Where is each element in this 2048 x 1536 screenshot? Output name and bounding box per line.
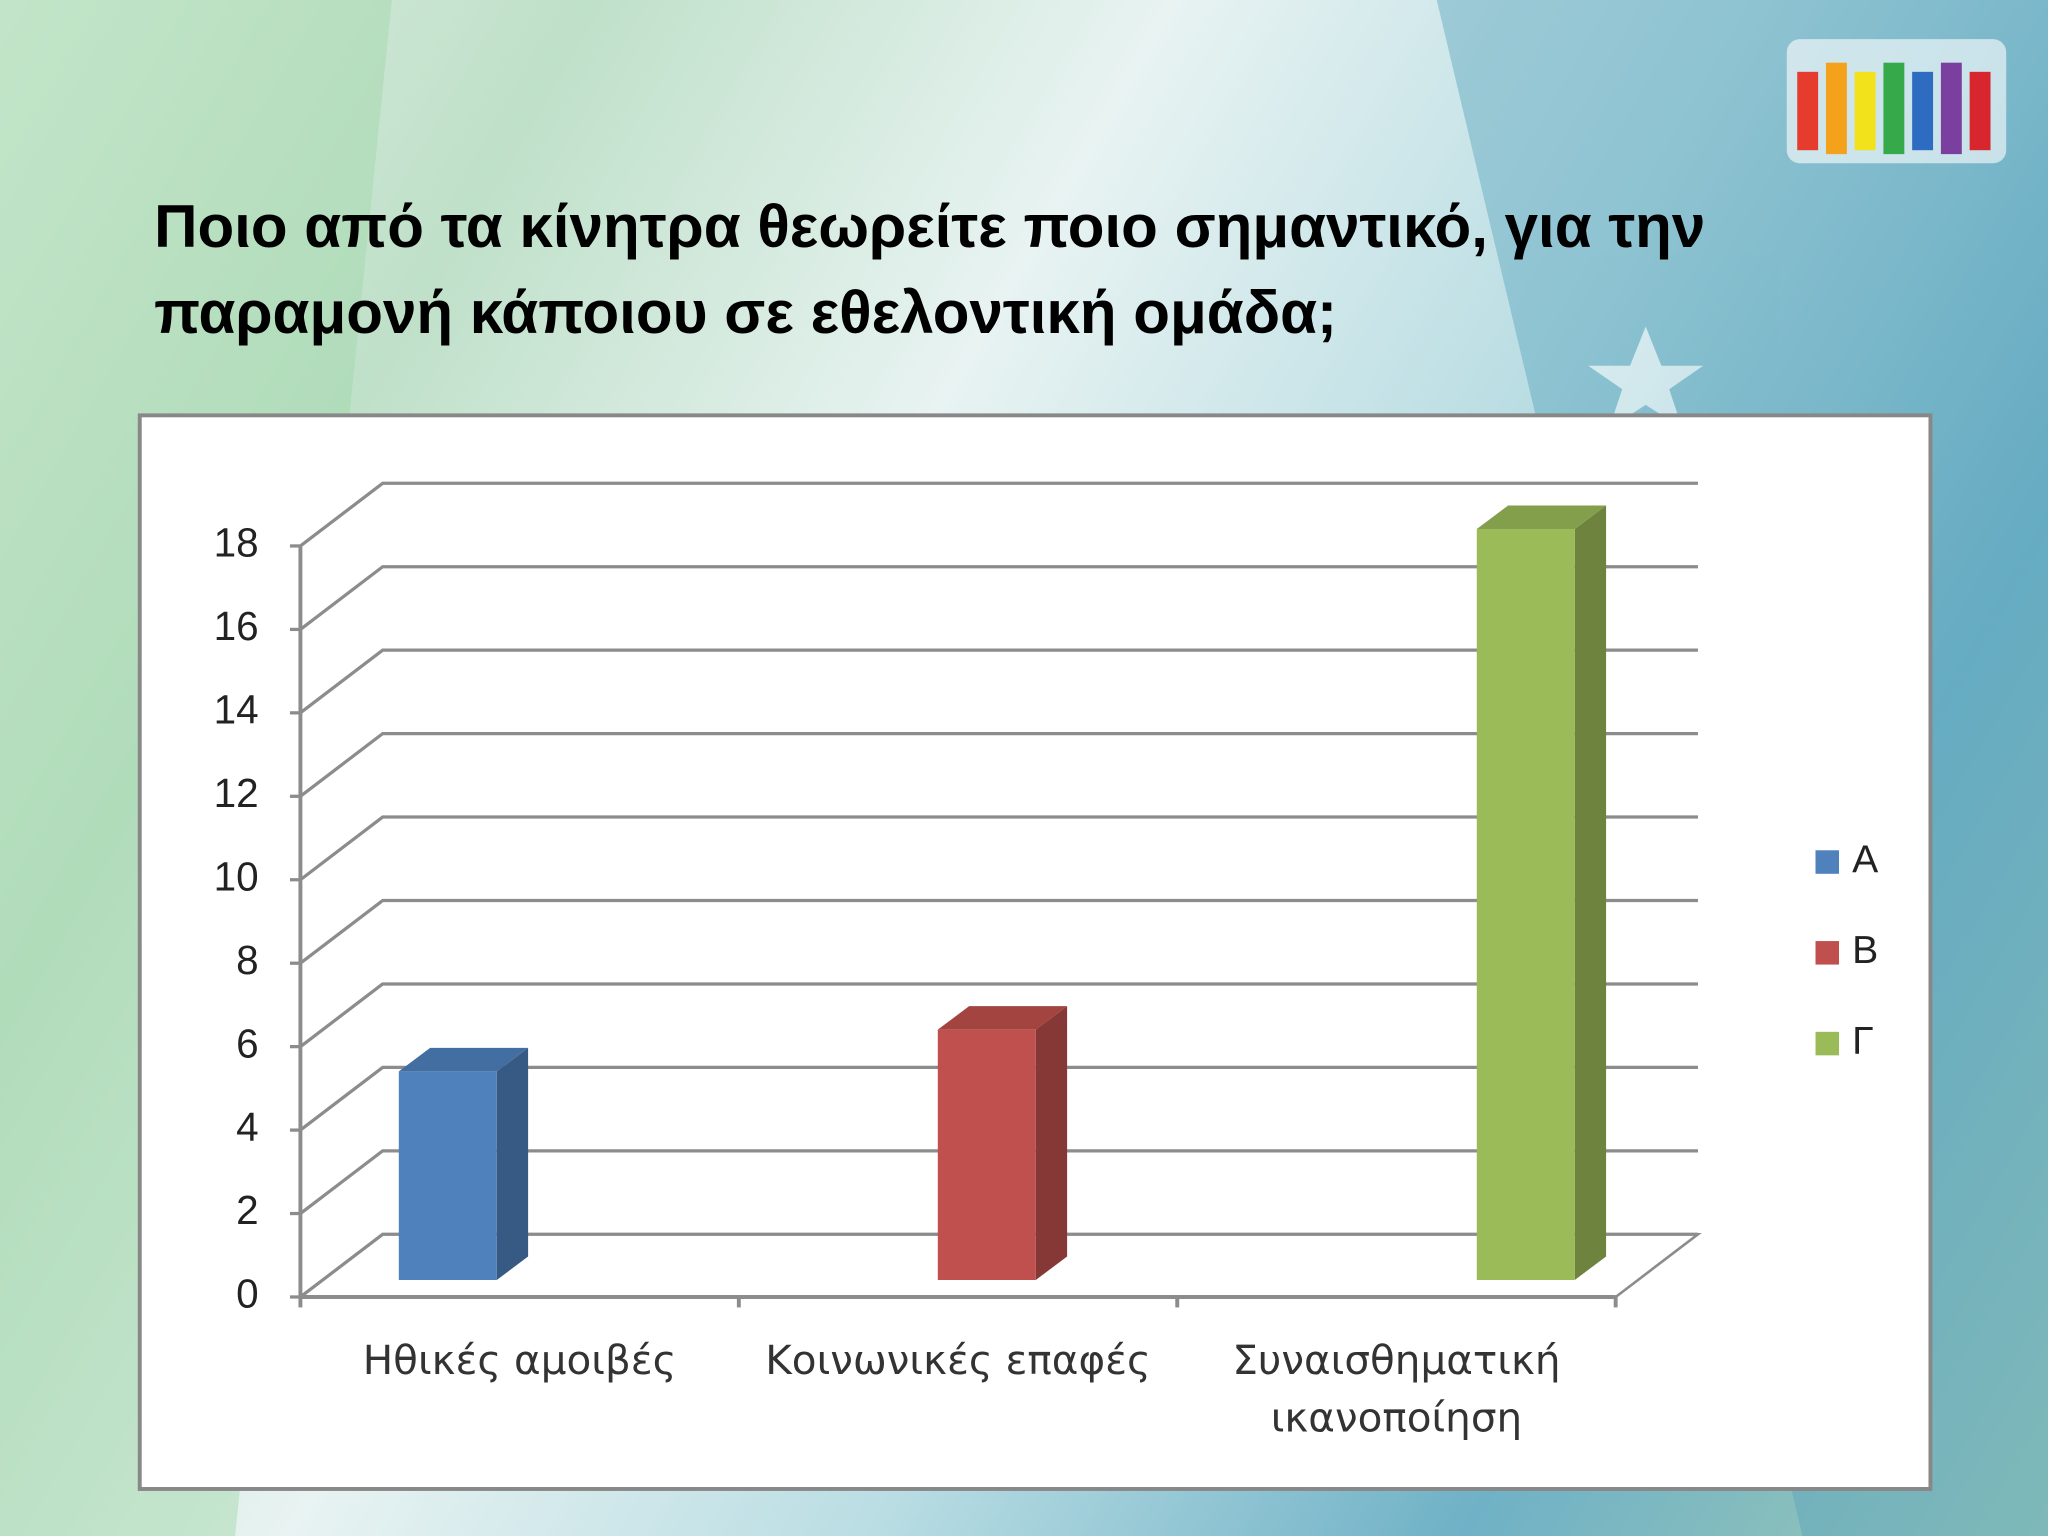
y-tick-label: 18 — [214, 520, 259, 566]
grid-line — [299, 731, 1698, 798]
slide-title: Ποιο από τα κίνητρα θεωρείτε ποιο σημαντ… — [154, 192, 1706, 347]
y-tick-label: 2 — [236, 1187, 259, 1233]
grid-line — [299, 648, 1698, 715]
bar-side — [1035, 1006, 1068, 1280]
bar — [937, 1006, 1068, 1280]
bar-front — [1476, 528, 1575, 1280]
legend-swatch — [1815, 850, 1840, 874]
grid-line — [299, 481, 1698, 548]
legend-label: Γ — [1852, 1020, 1874, 1063]
bar-top — [937, 1006, 1068, 1030]
bar-top — [398, 1047, 529, 1072]
grid-line — [299, 565, 1698, 631]
y-tick-label: 14 — [214, 687, 259, 733]
x-label-box: Ηθικές αμοιβές — [362, 1337, 677, 1385]
chart-frame — [137, 413, 1933, 1491]
y-tick-label: 8 — [236, 937, 259, 983]
title-box: Ποιο από τα κίνητρα θεωρείτε ποιο σημαντ… — [154, 192, 1706, 347]
bar — [398, 1047, 529, 1280]
y-tick-label: 16 — [214, 603, 259, 649]
plot: 0 2 4 6 8 10 12 14 16 18 Ηθικές αμοιβές Κοινωνικές … — [214, 481, 1879, 1442]
x-tick-label: Κοινωνικές επαφές — [765, 1337, 1151, 1385]
x-label-box: Συναισθηματική ικανοποίηση — [1232, 1337, 1561, 1442]
y-tick-label: 0 — [236, 1271, 259, 1317]
legend-label: Β — [1852, 929, 1878, 972]
y-tick-label: 4 — [236, 1104, 259, 1150]
logo — [1786, 39, 2007, 164]
y-tick-label: 6 — [236, 1020, 259, 1066]
grid-line — [299, 1065, 1698, 1132]
grid-line — [299, 1149, 1698, 1215]
bar-side — [1574, 505, 1607, 1281]
grid-line — [299, 982, 1698, 1048]
grid-line — [299, 1232, 1698, 1299]
legend-swatch — [1815, 1031, 1840, 1056]
x-tick-label: Συναισθηματική ικανοποίηση — [1232, 1337, 1561, 1442]
y-tick-label: 12 — [214, 770, 259, 816]
bar-side — [496, 1047, 529, 1280]
bar — [1476, 505, 1607, 1281]
grid-line — [299, 815, 1698, 882]
x-tick-label: Ηθικές αμοιβές — [362, 1337, 677, 1385]
bar-front — [398, 1071, 497, 1280]
bar-front — [937, 1029, 1036, 1280]
bar-top — [1476, 505, 1607, 529]
legend-swatch — [1815, 941, 1840, 965]
grid-line — [299, 898, 1698, 965]
y-tick-label: 10 — [214, 853, 259, 899]
x-label-box: Κοινωνικές επαφές — [765, 1337, 1151, 1385]
legend-label: Α — [1852, 838, 1879, 881]
